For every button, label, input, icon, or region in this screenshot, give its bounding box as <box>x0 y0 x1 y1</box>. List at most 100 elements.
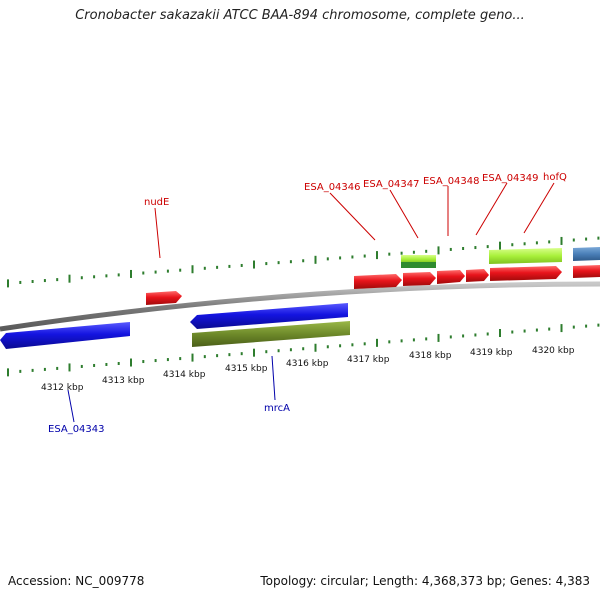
scale-tick <box>388 252 391 256</box>
scale-tick <box>474 246 477 250</box>
scale-tick <box>203 355 206 359</box>
scale-tick <box>289 348 292 352</box>
scale-label: 4318 kbp <box>409 351 452 361</box>
label-ESA_04346[interactable]: ESA_04346 <box>304 182 361 193</box>
scale-tick <box>572 325 575 329</box>
gene-ESA_04347[interactable] <box>403 272 436 286</box>
scale-tick <box>597 323 600 327</box>
scale-tick <box>43 367 46 371</box>
scale-tick <box>68 274 71 283</box>
gene-ESA_04343[interactable] <box>0 322 130 349</box>
scale-tick <box>314 343 317 352</box>
scale-tick <box>548 240 551 244</box>
scale-tick <box>326 257 329 261</box>
feature-lime-1 <box>401 255 436 263</box>
scale-tick <box>302 347 305 351</box>
scale-tick <box>117 273 120 277</box>
scale-tick <box>499 241 501 250</box>
scale-tick <box>339 256 342 260</box>
scale-tick <box>511 243 514 247</box>
scale-tick <box>326 345 329 349</box>
scale-tick <box>425 337 428 341</box>
scale-tick <box>400 339 403 343</box>
scale-label: 4316 kbp <box>286 359 329 369</box>
gene-partial-right[interactable] <box>573 265 600 278</box>
label-ESA_04348[interactable]: ESA_04348 <box>423 176 480 187</box>
scale-tick <box>486 245 489 249</box>
scale-tick <box>302 259 305 263</box>
label-ESA_04349[interactable]: ESA_04349 <box>482 173 539 184</box>
scale-tick <box>462 246 465 250</box>
label-ESA_04347[interactable]: ESA_04347 <box>363 179 420 190</box>
scale-tick <box>265 350 268 354</box>
scale-tick <box>597 236 600 240</box>
scale-tick <box>376 251 378 260</box>
scale-tick <box>314 255 317 264</box>
scale-tick <box>56 278 59 282</box>
scale-tick <box>117 362 120 366</box>
feature-steel <box>573 247 600 261</box>
scale-tick <box>142 271 145 275</box>
scale-tick <box>535 328 538 332</box>
scale-tick <box>191 265 194 274</box>
scale-tick <box>388 340 391 344</box>
scale-tick <box>216 265 219 269</box>
label-hofQ[interactable]: hofQ <box>543 172 567 183</box>
gene-ESA_04349[interactable] <box>466 269 489 282</box>
scale-tick <box>548 327 551 331</box>
scale-tick <box>216 354 219 358</box>
scale-tick <box>560 236 563 245</box>
scale-tick <box>154 270 157 274</box>
lower-tick-row <box>7 323 600 377</box>
scale-tick <box>7 279 9 288</box>
scale-tick <box>203 266 206 270</box>
scale-tick <box>142 360 145 364</box>
scale-tick <box>277 261 280 265</box>
label-nudE[interactable]: nudE <box>144 197 169 208</box>
scale-tick <box>572 238 575 242</box>
scale-tick <box>154 359 157 363</box>
scale-tick <box>7 368 9 377</box>
scale-tick <box>240 352 243 356</box>
scale-tick <box>179 357 182 361</box>
scale-label: 4315 kbp <box>225 364 268 374</box>
scale-tick <box>585 237 588 241</box>
scale-tick <box>130 358 132 367</box>
gene-nudE[interactable] <box>146 291 182 305</box>
scale-tick <box>425 249 428 253</box>
genome-stats-text: Topology: circular; Length: 4,368,373 bp… <box>260 574 590 588</box>
gene-ESA_04346[interactable] <box>354 274 402 289</box>
label-mrcA[interactable]: mrcA <box>264 403 290 414</box>
scale-tick <box>19 369 22 373</box>
scale-label: 4319 kbp <box>470 348 513 358</box>
scale-tick <box>179 268 182 272</box>
scale-tick <box>68 363 71 372</box>
scale-tick <box>240 263 243 267</box>
scale-tick <box>412 338 415 342</box>
scale-tick <box>486 332 489 336</box>
scale-tick <box>253 348 255 357</box>
scale-tick <box>585 324 588 328</box>
reverse-leader-lines <box>67 355 276 423</box>
scale-tick <box>43 279 46 283</box>
feature-darkgreen-1 <box>401 262 436 268</box>
scale-label: 4314 kbp <box>163 370 206 380</box>
gene-ESA_04348[interactable] <box>437 270 465 284</box>
gene-mrcA[interactable] <box>190 303 348 329</box>
scale-label: 4312 kbp <box>41 383 84 393</box>
scale-tick <box>289 260 292 264</box>
scale-label: 4320 kbp <box>532 346 575 356</box>
scale-tick <box>351 343 354 347</box>
scale-tick <box>462 334 465 338</box>
scale-tick <box>363 342 366 346</box>
scale-tick <box>130 269 132 278</box>
scale-tick <box>80 364 83 368</box>
scale-tick <box>523 242 526 246</box>
scale-tick <box>437 246 440 255</box>
scale-tick <box>265 262 268 266</box>
scale-tick <box>228 264 231 268</box>
gene-hofQ[interactable] <box>490 266 562 281</box>
scale-tick <box>56 366 59 370</box>
label-ESA_04343[interactable]: ESA_04343 <box>48 424 105 435</box>
